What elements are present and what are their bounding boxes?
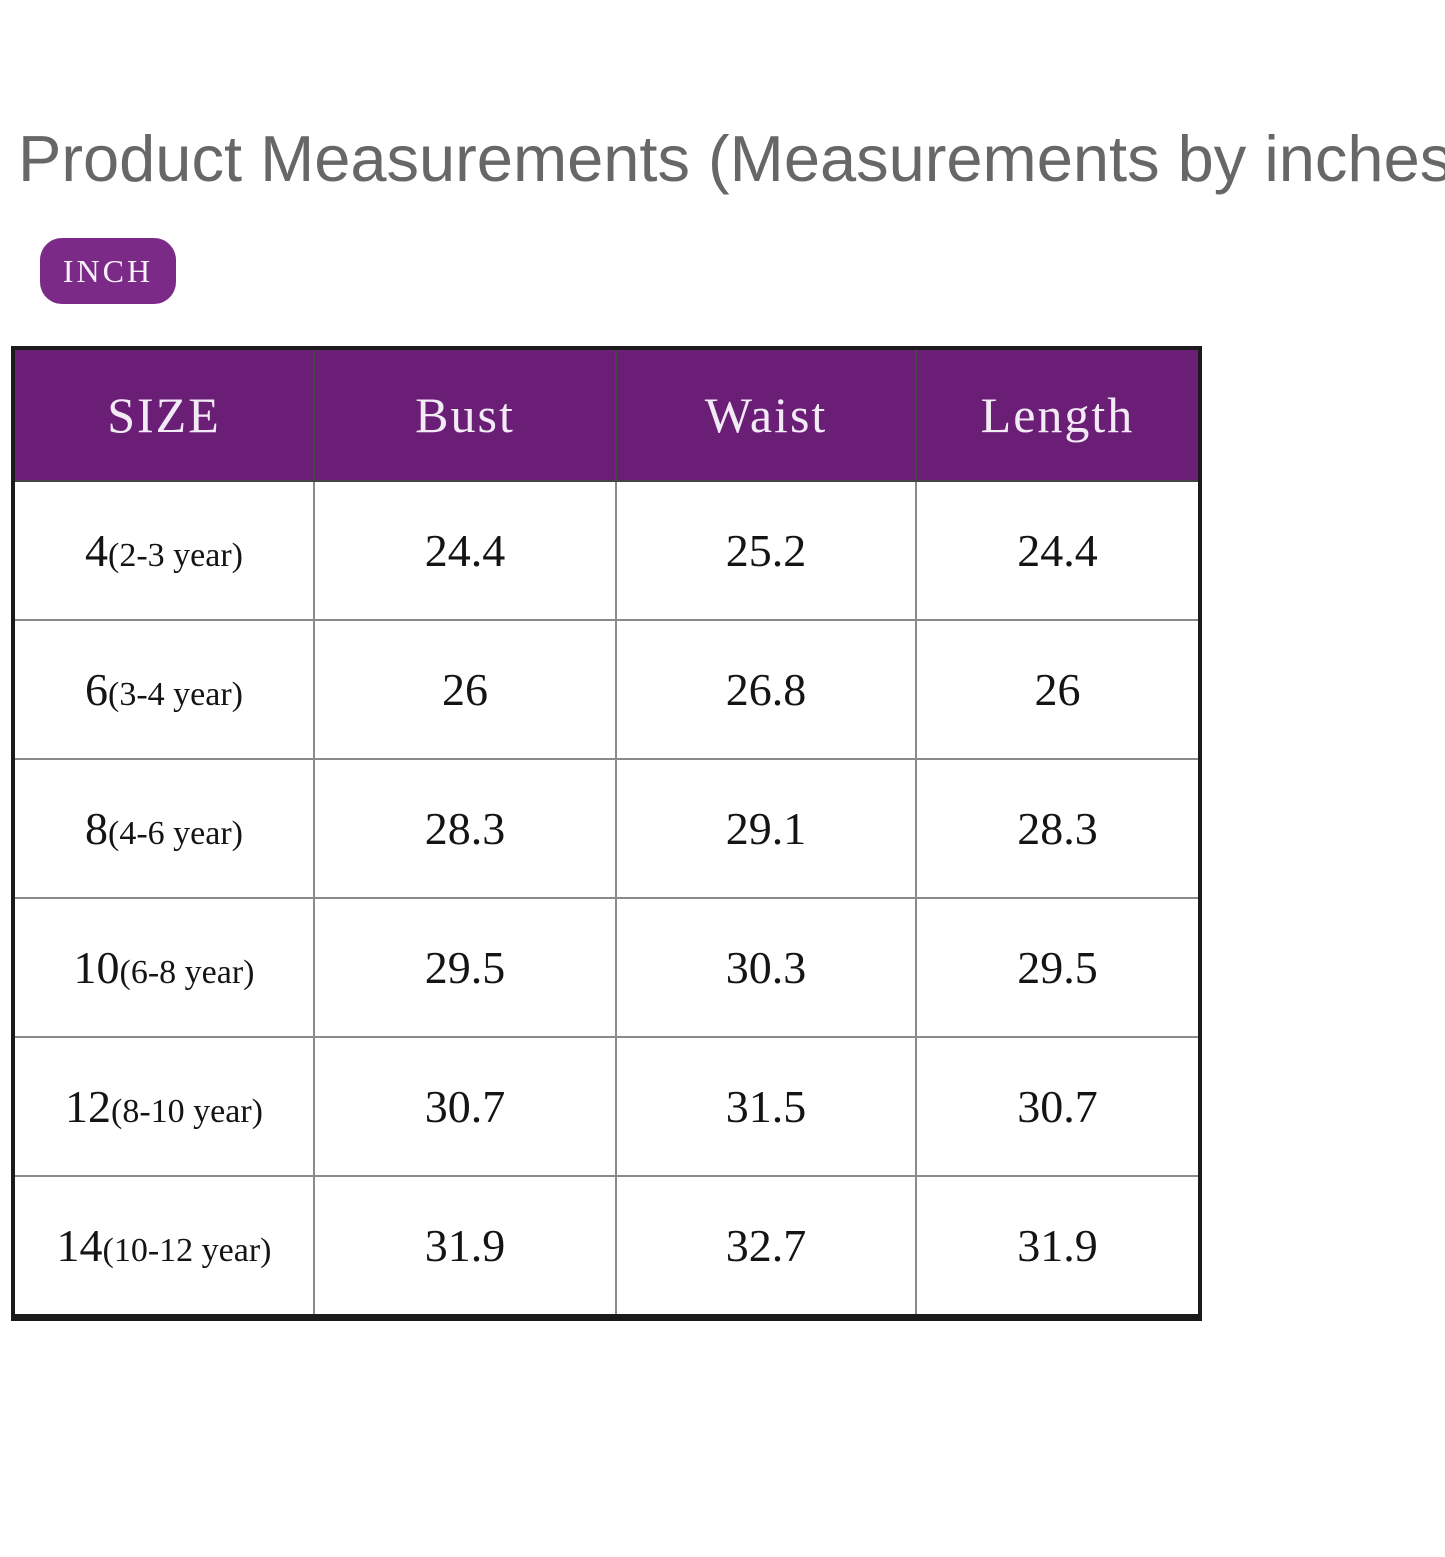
column-header-length: Length — [915, 347, 1201, 482]
table-row: 4(2-3 year) 24.4 25.2 24.4 — [12, 480, 1201, 621]
table-row: 10(6-8 year) 29.5 30.3 29.5 — [12, 897, 1201, 1038]
bust-value-cell: 24.4 — [313, 480, 617, 621]
size-cell: 14(10-12 year) — [12, 1175, 315, 1319]
size-chart-table: SIZE Bust Waist Length 4(2-3 year) 24.4 … — [11, 346, 1202, 1321]
size-cell: 4(2-3 year) — [12, 480, 315, 621]
table-row: 12(8-10 year) 30.7 31.5 30.7 — [12, 1036, 1201, 1177]
page-title: Product Measurements (Measurements by in… — [18, 122, 1445, 195]
size-cell: 8(4-6 year) — [12, 758, 315, 899]
waist-value-cell: 32.7 — [615, 1175, 917, 1319]
waist-value-cell: 31.5 — [615, 1036, 917, 1177]
size-age-range: (2-3 year) — [108, 537, 243, 574]
size-age-range: (4-6 year) — [108, 815, 243, 852]
size-number: 6 — [85, 664, 108, 715]
size-cell: 6(3-4 year) — [12, 619, 315, 760]
size-number: 4 — [85, 525, 108, 576]
column-header-bust: Bust — [313, 347, 617, 482]
waist-value-cell: 25.2 — [615, 480, 917, 621]
bust-value-cell: 26 — [313, 619, 617, 760]
unit-badge: INCH — [40, 238, 176, 304]
length-value-cell: 26 — [915, 619, 1201, 760]
size-age-range: (8-10 year) — [111, 1093, 263, 1130]
header-row: SIZE Bust Waist Length — [12, 347, 1201, 482]
column-header-size: SIZE — [12, 347, 315, 482]
waist-value-cell: 30.3 — [615, 897, 917, 1038]
bust-value-cell: 31.9 — [313, 1175, 617, 1319]
table-body: 4(2-3 year) 24.4 25.2 24.4 6(3-4 year) 2… — [12, 480, 1201, 1319]
size-cell: 12(8-10 year) — [12, 1036, 315, 1177]
column-header-waist: Waist — [615, 347, 917, 482]
size-number: 14 — [56, 1220, 103, 1271]
table-row: 6(3-4 year) 26 26.8 26 — [12, 619, 1201, 760]
length-value-cell: 31.9 — [915, 1175, 1201, 1319]
length-value-cell: 30.7 — [915, 1036, 1201, 1177]
length-value-cell: 28.3 — [915, 758, 1201, 899]
waist-value-cell: 29.1 — [615, 758, 917, 899]
size-number: 8 — [85, 803, 108, 854]
size-number: 12 — [65, 1081, 111, 1132]
bust-value-cell: 30.7 — [313, 1036, 617, 1177]
size-age-range: (3-4 year) — [108, 676, 243, 713]
bust-value-cell: 29.5 — [313, 897, 617, 1038]
size-age-range: (6-8 year) — [119, 954, 255, 991]
bust-value-cell: 28.3 — [313, 758, 617, 899]
length-value-cell: 29.5 — [915, 897, 1201, 1038]
size-age-range: (10-12 year) — [102, 1232, 272, 1269]
size-number: 10 — [73, 942, 120, 993]
table-row: 14(10-12 year) 31.9 32.7 31.9 — [12, 1175, 1201, 1319]
size-cell: 10(6-8 year) — [12, 897, 315, 1038]
table-row: 8(4-6 year) 28.3 29.1 28.3 — [12, 758, 1201, 899]
waist-value-cell: 26.8 — [615, 619, 917, 760]
length-value-cell: 24.4 — [915, 480, 1201, 621]
table-header: SIZE Bust Waist Length — [12, 347, 1201, 482]
